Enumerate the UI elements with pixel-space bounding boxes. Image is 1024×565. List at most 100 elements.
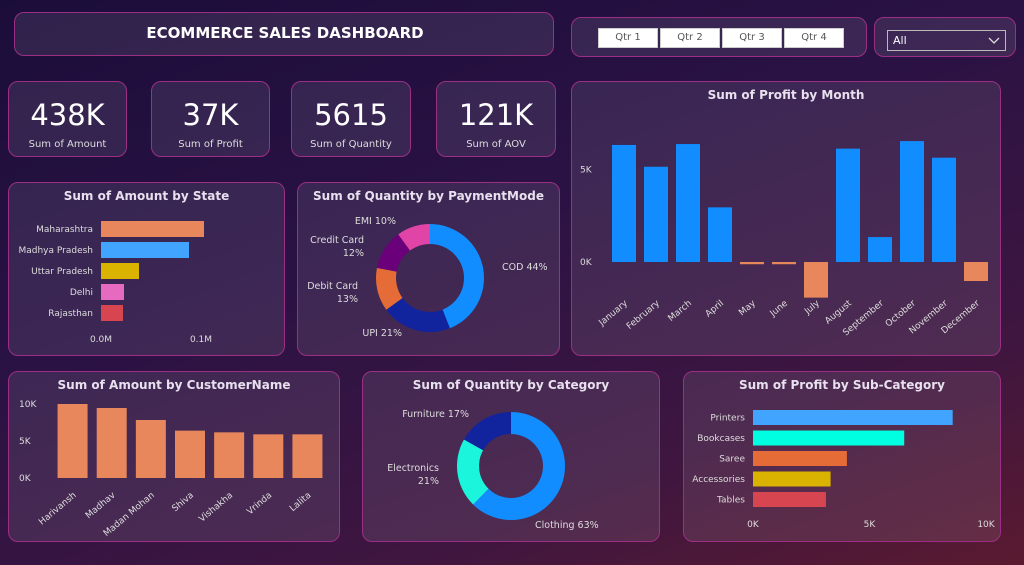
quarter-slicer: Qtr 1 Qtr 2 Qtr 3 Qtr 4: [571, 17, 867, 57]
bar: [253, 434, 284, 478]
payment-donut-chart: COD 44% UPI 21% Debit Card 13% Credit Card 12…: [307, 216, 547, 339]
qtr-1-button[interactable]: Qtr 1: [598, 28, 658, 48]
kpi-label: Sum of Amount: [28, 139, 107, 150]
kpi-profit: 37K Sum of Profit: [151, 81, 270, 157]
category-label: Madhya Pradesh: [18, 246, 93, 256]
kpi-amount: 438K Sum of Amount: [8, 81, 127, 157]
bar: [57, 404, 88, 478]
category-label: Maharashtra: [36, 225, 93, 235]
x-tick-label: 10K: [977, 520, 995, 530]
y-tick-label: 10K: [19, 400, 37, 410]
kpi-value: 121K: [458, 98, 534, 132]
x-tick-label: February: [625, 298, 662, 332]
chart-customer: Sum of Amount by CustomerName 0K 5K 10K Har…: [8, 371, 340, 542]
y-tick-label: 0K: [580, 258, 593, 268]
x-tick-label: 5K: [864, 520, 877, 530]
chart-category: Sum of Quantity by Category Clothing 63%…: [362, 371, 660, 542]
x-tick-label: April: [704, 299, 726, 320]
kpi-label: Sum of AOV: [466, 139, 526, 150]
filter-dropdown[interactable]: All: [887, 30, 1006, 51]
category-label: Rajasthan: [48, 309, 93, 319]
category-label: Accessories: [692, 475, 745, 485]
bar: [135, 419, 166, 478]
kpi-value: 5615: [314, 98, 388, 132]
bar: [175, 430, 205, 478]
donut-slice: [386, 297, 450, 332]
x-tick-label: Vrinda: [245, 491, 274, 517]
chart-title: Sum of Profit by Month: [707, 88, 865, 102]
bar: [964, 262, 988, 282]
bar: [292, 434, 323, 478]
bar: [101, 242, 189, 258]
bar: [101, 221, 204, 237]
state-bar-chart: Maharashtra Madhya Pradesh Uttar Pradesh De…: [18, 221, 212, 345]
bar: [753, 410, 953, 425]
kpi-quantity: 5615 Sum of Quantity: [291, 81, 411, 157]
bar: [101, 284, 124, 300]
kpi-label: Sum of Quantity: [310, 139, 392, 150]
chart-month: Sum of Profit by Month 0K 5K January Februa…: [571, 81, 1001, 356]
chart-title: Sum of Quantity by Category: [412, 378, 610, 392]
slice-label: Credit Card: [310, 235, 364, 246]
category-label: Printers: [710, 414, 745, 424]
x-tick-label: Harivansh: [37, 491, 78, 528]
category-label: Saree: [719, 455, 745, 465]
x-tick-label: 0.0M: [90, 335, 112, 345]
slice-label: 12%: [343, 248, 364, 259]
category-donut-chart: Clothing 63% Electronics 21% Furniture 17%: [387, 409, 599, 531]
slice-label: 21%: [418, 476, 439, 487]
slice-label: EMI 10%: [355, 216, 396, 227]
donut-slice: [457, 439, 489, 505]
bar: [932, 157, 956, 262]
slice-label: Furniture 17%: [402, 409, 469, 420]
bar: [772, 262, 796, 265]
bar: [753, 471, 831, 487]
bar: [753, 451, 847, 466]
x-tick-label: 0K: [747, 520, 760, 530]
filter-card: All: [874, 17, 1016, 57]
slice-label: Clothing 63%: [535, 520, 599, 531]
qtr-2-button[interactable]: Qtr 2: [660, 28, 720, 48]
kpi-label: Sum of Profit: [178, 139, 243, 150]
bar: [836, 148, 860, 262]
category-label: Uttar Pradesh: [31, 267, 93, 277]
bar: [96, 407, 127, 478]
title-card: ECOMMERCE SALES DASHBOARD: [14, 12, 554, 56]
x-tick-label: 0.1M: [190, 335, 212, 345]
bar: [612, 144, 636, 262]
qtr-4-button[interactable]: Qtr 4: [784, 28, 844, 48]
donut-slice: [376, 267, 403, 310]
bar: [740, 262, 764, 265]
bar: [868, 237, 892, 262]
bar: [753, 492, 826, 507]
donut-slice: [376, 234, 411, 272]
x-tick-label: July: [802, 298, 822, 317]
bar: [101, 263, 139, 279]
x-tick-label: March: [666, 299, 693, 324]
x-tick-label: June: [768, 298, 791, 319]
chart-subcategory: Sum of Profit by Sub-Category Printers Bo…: [683, 371, 1001, 542]
chart-payment: Sum of Quantity by PaymentMode COD 44% UP…: [297, 182, 560, 356]
category-label: Tables: [716, 496, 745, 506]
y-tick-label: 5K: [19, 437, 32, 447]
chart-title: Sum of Profit by Sub-Category: [739, 378, 945, 392]
x-tick-label: August: [823, 298, 854, 326]
subcategory-bar-chart: Printers Bookcases Saree Accessories Tables 0…: [692, 410, 996, 530]
chart-title: Sum of Quantity by PaymentMode: [313, 189, 544, 203]
chevron-down-icon: [988, 37, 1000, 44]
y-tick-label: 0K: [19, 474, 32, 484]
bar: [804, 262, 828, 298]
kpi-aov: 121K Sum of AOV: [436, 81, 556, 157]
x-tick-label: Madhav: [84, 490, 118, 521]
qtr-3-button[interactable]: Qtr 3: [722, 28, 782, 48]
category-label: Bookcases: [697, 434, 745, 444]
bar: [708, 207, 732, 262]
bar: [644, 166, 668, 262]
bar: [753, 430, 905, 446]
chart-state: Sum of Amount by State Maharashtra Madhya…: [8, 182, 285, 356]
slice-label: Debit Card: [307, 281, 358, 292]
bar: [676, 144, 700, 262]
bar: [214, 432, 245, 478]
